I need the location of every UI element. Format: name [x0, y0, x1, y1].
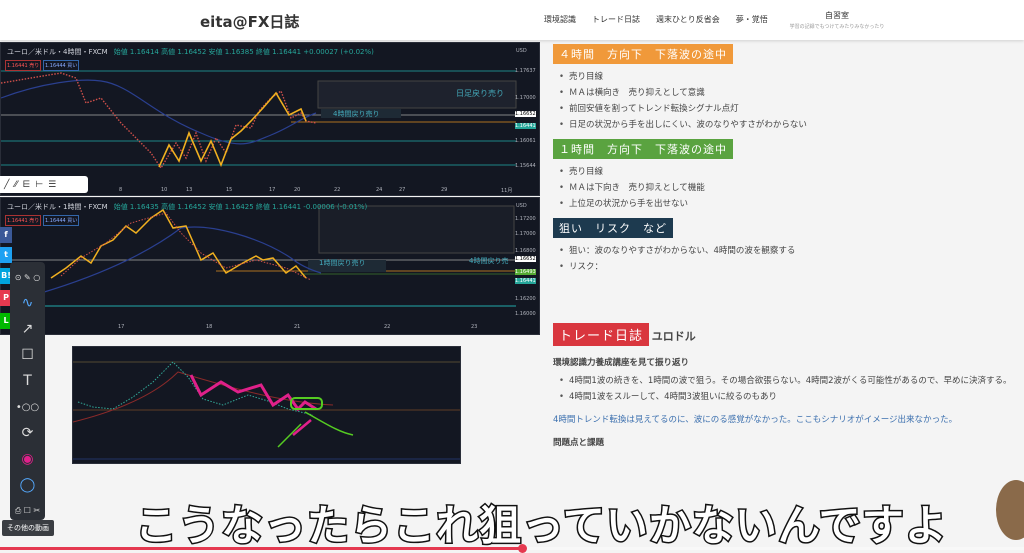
- chart-1h-plot: [1, 205, 516, 307]
- price-label: 1.16441: [515, 123, 536, 129]
- chart-4h[interactable]: ユーロ／米ドル・4時間・FXCM 始値 1.16414 高値 1.16452 安値…: [0, 42, 540, 196]
- price-label: 1.15644: [515, 163, 536, 169]
- twitter-share-icon[interactable]: t: [0, 247, 12, 263]
- price-label: 1.16441: [515, 278, 536, 284]
- price-label: 1.16061: [515, 138, 536, 144]
- nav-menu: 環境認識 トレード日誌 週末ひとり反省会 夢・覚悟 自習室 学習の記録でもつけてみ…: [544, 11, 884, 30]
- section-subtitle: 環境認識力養成講座を見て振り返り: [553, 358, 690, 369]
- list-item: ＭＡは下向き 売り抑えとして機能: [559, 183, 1013, 194]
- video-subtitle: こうなったらこれ狙っていかないんですよ: [134, 500, 949, 552]
- refresh-icon[interactable]: ⟳: [21, 425, 34, 441]
- timer-icon[interactable]: ◯: [19, 477, 36, 493]
- annotation-4h: 4時間戻り売: [469, 257, 509, 265]
- price-label: 1.17637: [515, 68, 536, 74]
- list-item: ＭＡは横向き 売り抑えとして意識: [559, 88, 1013, 99]
- line-share-icon[interactable]: L: [0, 313, 12, 329]
- nav-item[interactable]: 環境認識: [544, 15, 576, 24]
- list-aim: 狙い：波のなりやすさがわからない、4時間の波を観察する リスク：: [559, 246, 1013, 273]
- list-item: 売り目線: [559, 72, 1013, 83]
- annotation-daily: 日足戻り売り: [456, 89, 504, 98]
- spotlight-icon[interactable]: •○○: [15, 401, 40, 413]
- list-item: 4時間1波の続きを、1時間の波で狙う。その場合欲張らない。4時間2波がくる可能性…: [559, 376, 1013, 387]
- note-text: 4時間トレンド転換は見えてるのに、波にのる感覚がなかった。ここもシナリオがイメー…: [553, 414, 958, 425]
- chart-4h-plot: [1, 70, 517, 170]
- nav-item-study[interactable]: 自習室 学習の記録でもつけてみたりみなかったり: [789, 11, 885, 30]
- price-label: 1.16800: [515, 248, 536, 254]
- heading-1h: １時間 方向下 下落波の途中: [553, 139, 733, 160]
- owl-mascot-icon: [996, 480, 1024, 540]
- pocket-share-icon[interactable]: P: [0, 290, 12, 306]
- heading-trade-journal: トレード日誌: [553, 323, 650, 347]
- freehand-icon[interactable]: ∿: [21, 295, 34, 311]
- list-item: 前回安値を割ってトレンド転換シグナル点灯: [559, 104, 1013, 115]
- annotation-toolbar: ⊙ ✎ ○ ∿ ↗ ☐ T •○○ ⟳ ◉ ◯ ⎙ ☐ ✂: [10, 262, 45, 520]
- buy-button[interactable]: 1.16444 買い: [43, 60, 80, 71]
- currency-label: USD: [516, 48, 527, 54]
- heading-aim: 狙い リスク など: [553, 218, 673, 239]
- price-label: 1.16493: [515, 269, 536, 275]
- list-item: 売り目線: [559, 167, 1013, 178]
- site-title[interactable]: eita@FX日誌: [200, 13, 300, 31]
- list-item: 上位足の状況から手を出せない: [559, 199, 1013, 210]
- rectangle-icon[interactable]: ☐: [21, 347, 34, 363]
- horizontal-line-icon[interactable]: ⊢: [35, 179, 44, 190]
- annotation-1h: 1時間戻り売り: [319, 259, 366, 267]
- list-1h: 売り目線 ＭＡは下向き 売り抑えとして機能 上位足の状況から手を出せない: [559, 167, 1013, 210]
- color-picker-icon[interactable]: ◉: [21, 451, 34, 467]
- nav-item[interactable]: 夢・覚悟: [735, 15, 768, 24]
- menu-icon[interactable]: ☰: [48, 179, 57, 190]
- facebook-share-icon[interactable]: f: [0, 227, 12, 243]
- annotation-4h: 4時間戻り売り: [333, 110, 380, 118]
- currency-pair: ユロドル: [651, 330, 696, 344]
- price-label: 1.17000: [515, 231, 536, 237]
- hatena-share-icon[interactable]: B!: [0, 268, 12, 284]
- site-header: eita@FX日誌 環境認識 トレード日誌 週末ひとり反省会 夢・覚悟 自習室学…: [0, 0, 1024, 40]
- price-label: 1.16652: [515, 111, 536, 117]
- nav-item[interactable]: トレード日誌: [592, 15, 640, 24]
- buy-button[interactable]: 1.16444 買い: [43, 215, 80, 226]
- list-item: 4時間1波をスルーして、4時間3波狙いに絞るのもあり: [559, 392, 1013, 403]
- price-label: 1.16652: [515, 256, 536, 262]
- article-content: ４時間 方向下 下落波の途中 売り目線 ＭＡは横向き 売り抑えとして意識 前回安…: [553, 44, 1013, 448]
- chart-title: ユーロ／米ドル・4時間・FXCM 始値 1.16414 高値 1.16452 安値…: [7, 48, 374, 56]
- list-item: 狙い：波のなりやすさがわからない、4時間の波を観察する: [559, 246, 1013, 257]
- chart-title: ユーロ／米ドル・1時間・FXCM 始値 1.16435 高値 1.16452 安値…: [7, 203, 368, 211]
- progress-bar[interactable]: [0, 547, 523, 550]
- nav-item[interactable]: 週末ひとり反省会: [656, 15, 720, 24]
- line-tool-icon[interactable]: ╱: [4, 179, 10, 190]
- price-label: 1.17000: [515, 95, 536, 101]
- progress-handle[interactable]: [518, 544, 528, 553]
- section-partial: 問題点と課題: [553, 437, 605, 448]
- pen-tool-icon[interactable]: ⁄⁄: [14, 179, 18, 190]
- price-label: 1.16000: [515, 311, 536, 317]
- sell-button[interactable]: 1.16441 売り: [5, 60, 42, 71]
- drawing-toolbar: ╱ ⁄⁄ ⋿ ⊢ ☰: [0, 176, 88, 193]
- heading-4h: ４時間 方向下 下落波の途中: [553, 44, 733, 64]
- toolbar-actions-icon[interactable]: ⎙ ☐ ✂: [14, 506, 41, 515]
- more-videos-button[interactable]: その他の動画: [2, 520, 54, 536]
- toolbar-settings-icon[interactable]: ⊙ ✎ ○: [14, 272, 41, 282]
- price-label: 1.16200: [515, 296, 536, 302]
- annotated-chart-image: [72, 346, 461, 464]
- arrow-icon[interactable]: ↗: [21, 321, 34, 337]
- chart-1h[interactable]: ユーロ／米ドル・1時間・FXCM 始値 1.16435 高値 1.16452 安値…: [0, 197, 540, 335]
- price-label: 1.17200: [515, 216, 536, 222]
- list-4h: 売り目線 ＭＡは横向き 売り抑えとして意識 前回安値を割ってトレンド転換シグナル…: [559, 72, 1013, 131]
- list-item: リスク：: [559, 262, 1013, 273]
- text-icon[interactable]: T: [23, 373, 32, 389]
- list-review: 4時間1波の続きを、1時間の波で狙う。その場合欲張らない。4時間2波がくる可能性…: [559, 376, 1013, 403]
- list-item: 日足の状況から手を出しにくい、波のなりやすさがわからない: [559, 120, 1013, 131]
- currency-label: USD: [516, 203, 527, 209]
- fib-tool-icon[interactable]: ⋿: [22, 179, 31, 190]
- sell-button[interactable]: 1.16441 売り: [5, 215, 42, 226]
